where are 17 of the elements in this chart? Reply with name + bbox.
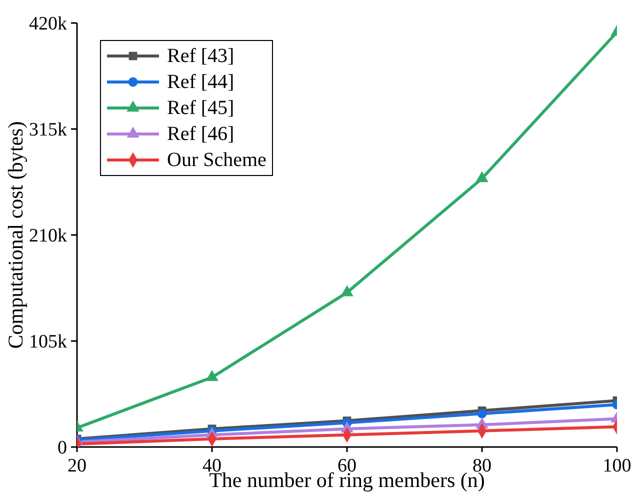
point [340, 285, 354, 296]
point [477, 408, 487, 418]
legend-label: Ref [44] [167, 70, 234, 94]
legend-label: Ref [45] [167, 96, 234, 120]
y-axis-title: Computational cost (bytes) [3, 121, 28, 349]
x-tick-label: 100 [602, 455, 632, 476]
y-tick-label: 420k [29, 14, 68, 35]
y-tick-label: 105k [29, 332, 68, 353]
x-tick-label: 20 [68, 455, 86, 476]
y-tick-label: 210k [29, 226, 68, 247]
point [206, 370, 218, 382]
legend-label: Ref [46] [167, 122, 234, 146]
y-tick-label: 0 [58, 438, 67, 459]
legend-label: Our Scheme [167, 148, 266, 172]
legend-label: Ref [43] [167, 44, 234, 68]
y-tick-label: 315k [29, 120, 68, 141]
point [476, 171, 488, 182]
